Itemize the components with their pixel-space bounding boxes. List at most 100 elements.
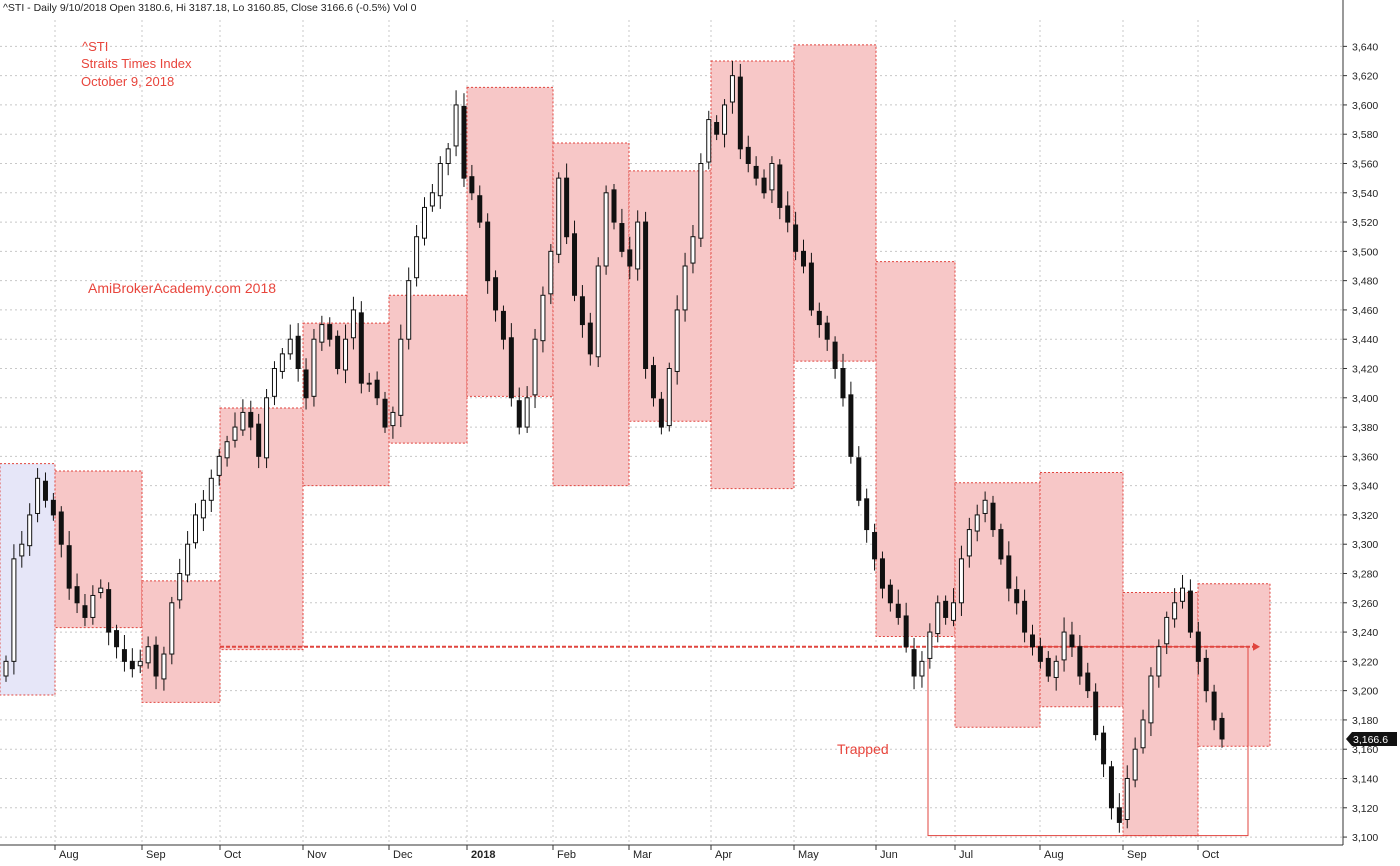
candle-body [816,310,822,326]
x-tick-label: Nov [307,849,327,861]
candle-body [437,163,443,197]
candle-body [421,206,427,239]
candle-body [1022,600,1028,633]
month-range-box [954,482,1041,728]
candle-body [500,310,506,340]
candle-body [619,223,625,252]
candle-body [303,369,309,399]
candle-body [1164,616,1170,645]
candle-body [1148,675,1154,724]
candle-body [508,337,514,399]
candle-body [74,586,80,604]
y-tick-label: 3,220 [1352,656,1378,668]
candle-body [343,338,349,371]
y-tick-label: 3,120 [1352,803,1378,815]
candle-body [398,338,404,416]
y-tick-label: 3,200 [1352,686,1378,698]
candle-body [706,119,712,163]
y-tick-label: 3,240 [1352,627,1378,639]
x-tick-label: May [798,849,819,861]
candle-body [1219,717,1225,740]
x-tick-label: Aug [1044,849,1064,861]
y-tick-label: 3,300 [1352,539,1378,551]
y-tick-label: 3,260 [1352,598,1378,610]
candle-body [208,477,214,501]
candle-body [58,511,64,545]
y-tick-label: 3,140 [1352,774,1378,786]
month-range-box [219,407,304,651]
candle-body [1108,766,1114,809]
candle-body [287,338,293,355]
candle-body [1085,672,1091,692]
candle-body [1172,602,1178,620]
candle-body [1101,732,1107,765]
last-price-tag: 3,166.6 [1346,732,1397,746]
candle-body [927,631,933,659]
candle-body [761,177,767,194]
candle-body [50,499,56,516]
candle-body [1195,631,1201,662]
candle-body [358,312,364,384]
candle-body [429,192,435,207]
candle-body [216,455,222,476]
candle-body [374,379,380,399]
y-tick-label: 3,400 [1352,393,1378,405]
trapped-label: Trapped [837,741,889,757]
candle-body [982,499,988,514]
candle-body [1077,646,1083,677]
x-tick-label: Mar [633,849,652,861]
watermark-label: AmiBrokerAcademy.com 2018 [88,280,276,296]
candle-body [485,221,491,282]
candle-body [682,265,688,311]
candlesticks [3,61,1225,833]
candle-body [390,411,396,427]
candle-body [1187,590,1193,633]
candle-body [650,365,656,399]
candle-body [185,543,191,576]
candle-body [327,324,333,340]
candle-body [753,165,759,179]
y-tick-label: 3,480 [1352,276,1378,288]
candle-body [42,480,48,501]
candle-body [264,397,270,459]
candle-body [674,309,680,372]
reference-arrow [1253,642,1260,651]
candle-body [722,104,728,135]
candle-body [1037,646,1043,662]
candle-body [137,660,143,667]
candle-body [11,558,17,662]
candle-body [943,600,949,618]
candle-body [903,615,909,648]
candle-body [611,189,617,223]
candle-body [493,277,499,311]
candle-body [224,441,230,459]
x-tick-label: Aug [59,849,79,861]
y-tick-label: 3,360 [1352,451,1378,463]
y-tick-label: 3,620 [1352,71,1378,83]
candle-body [572,233,578,296]
candle-body [1006,555,1012,589]
y-tick-label: 3,520 [1352,217,1378,229]
y-tick-label: 3,600 [1352,100,1378,112]
candle-body [524,397,530,428]
candle-body [145,646,151,664]
month-range-box [1197,583,1271,747]
candle-body [248,411,254,428]
candle-body [366,382,372,385]
candle-body [311,338,317,397]
candle-body [737,76,743,150]
candle-body [121,649,127,662]
candle-body [643,221,649,369]
axes: 3,100 3,120 3,140 3,160 3,180 3,200 3,220 3,240… [0,0,1378,861]
candle-body [919,660,925,677]
candle-body [864,498,870,531]
candle-body [1014,589,1020,604]
candle-body [477,195,483,223]
candle-body [1029,634,1035,648]
candle-body [98,587,104,594]
candle-body [635,221,641,270]
y-tick-label: 3,560 [1352,159,1378,171]
x-tick-label: Oct [1202,849,1219,861]
candle-body [548,250,554,295]
